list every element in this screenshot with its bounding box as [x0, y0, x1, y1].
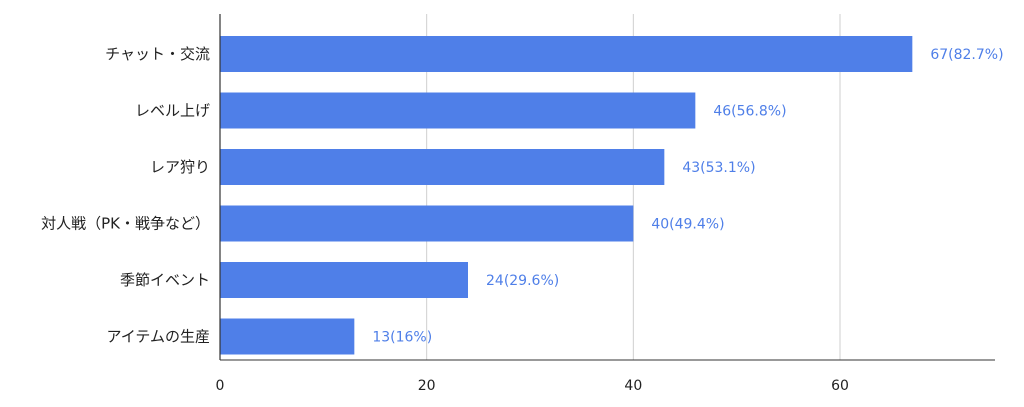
category-label-5: アイテムの生産 [106, 328, 210, 346]
x-tick-label-20: 20 [418, 378, 436, 394]
data-label-4: 24(29.6%) [486, 273, 559, 289]
category-label-2: レア狩り [150, 158, 210, 176]
x-tick-label-0: 0 [216, 378, 225, 394]
bar-3 [220, 205, 634, 242]
category-label-4: 季節イベント [120, 271, 210, 289]
category-label-3: 対人戦（PK・戦争など） [41, 215, 210, 233]
data-label-1: 46(56.8%) [713, 104, 786, 120]
axes [219, 14, 995, 361]
bar-5 [220, 318, 355, 355]
bars [220, 36, 913, 355]
category-label-0: チャット・交流 [105, 45, 210, 63]
data-label-3: 40(49.4%) [651, 217, 724, 233]
x-tick-label-60: 60 [831, 378, 849, 394]
data-label-5: 13(16%) [372, 330, 432, 346]
data-label-0: 67(82.7%) [930, 47, 1003, 63]
data-label-2: 43(53.1%) [682, 160, 755, 176]
bar-4 [220, 262, 468, 298]
x-tick-label-40: 40 [624, 378, 642, 394]
category-label-1: レベル上げ [135, 102, 210, 120]
labels: 0 20 40 60 チャット・交流 67(82.7%) レベル上げ 46(56.8%) レア狩… [41, 45, 1003, 394]
bar-0 [220, 36, 913, 72]
bar-1 [220, 92, 696, 129]
bar-2 [220, 149, 665, 185]
